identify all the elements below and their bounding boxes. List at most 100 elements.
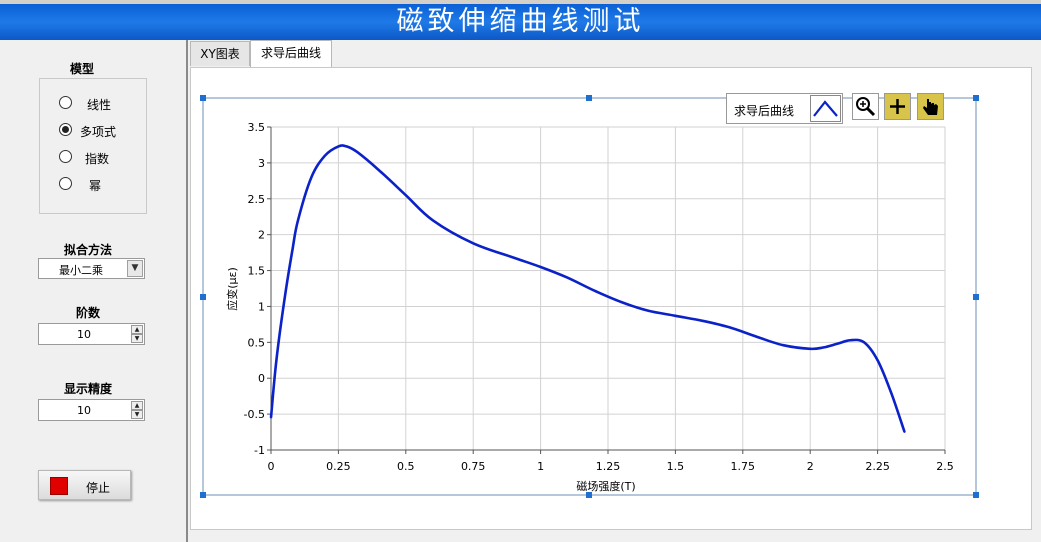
precision-increment-button[interactable]: ▲ <box>131 401 143 410</box>
tick-labels: 0 0.25 0.5 0.75 1 1.25 1.5 1.75 2 2.25 2.5 3.5 3 2.5 2… <box>244 121 954 473</box>
y-tick-label: 3 <box>258 157 265 170</box>
data-point <box>404 194 407 197</box>
selection-handle-bottom-right[interactable] <box>973 492 979 498</box>
order-decrement-button[interactable]: ▼ <box>131 334 143 343</box>
data-point <box>755 335 758 338</box>
data-point <box>890 391 892 394</box>
line-style-icon[interactable] <box>810 95 841 122</box>
data-point <box>324 154 326 157</box>
selection-handle-bottom-left[interactable] <box>200 492 206 498</box>
order-value: 10 <box>77 328 91 341</box>
tab-xy-chart[interactable]: XY图表 <box>190 41 250 66</box>
grid-lines <box>270 126 946 451</box>
data-point <box>822 346 825 349</box>
x-tick-label: 2.25 <box>865 460 890 473</box>
data-point <box>356 151 359 154</box>
y-tick-label: 1.5 <box>248 265 266 278</box>
data-point <box>728 326 731 329</box>
data-point <box>566 276 569 279</box>
radio-linear[interactable] <box>59 96 72 109</box>
data-point <box>701 319 704 322</box>
order-input[interactable]: 10 ▲ ▼ <box>38 323 145 345</box>
data-point <box>849 339 852 342</box>
y-tick-label: 2 <box>258 229 265 242</box>
stop-button[interactable]: 停止 <box>38 470 131 500</box>
x-axis-label: 磁场强度(T) <box>576 479 635 493</box>
top-edge <box>0 0 1041 4</box>
y-tick-label: 2.5 <box>248 193 266 206</box>
selection-handle-top-left[interactable] <box>200 95 206 101</box>
y-tick-label: 3.5 <box>248 121 266 134</box>
x-tick-label: 2.5 <box>936 460 954 473</box>
radio-polynomial[interactable] <box>59 123 72 136</box>
data-point <box>836 342 839 345</box>
data-point <box>291 248 294 250</box>
data-point <box>270 416 272 419</box>
x-tick-label: 2 <box>807 460 814 473</box>
x-tick-label: 0 <box>268 460 275 473</box>
pan-hand-icon[interactable] <box>917 93 944 120</box>
tab-derivative-curve[interactable]: 求导后曲线 <box>250 40 332 67</box>
order-increment-button[interactable]: ▲ <box>131 325 143 334</box>
selection-handle-left[interactable] <box>200 294 206 300</box>
data-point <box>647 309 650 312</box>
crosshair-icon[interactable] <box>884 93 911 120</box>
model-radio-group: 线性 多项式 指数 幂 <box>39 78 147 214</box>
data-point <box>283 298 286 301</box>
x-tick-label: 0.25 <box>326 460 351 473</box>
selection-handle-top[interactable] <box>586 95 592 101</box>
title-bar: 磁致伸缩曲线测试 <box>0 4 1041 40</box>
precision-decrement-button[interactable]: ▼ <box>131 410 143 419</box>
zoom-icon[interactable] <box>852 93 879 120</box>
data-point <box>431 219 434 222</box>
window-title: 磁致伸缩曲线测试 <box>396 6 645 37</box>
data-point <box>337 145 340 148</box>
data-point <box>863 341 866 344</box>
selection-handle-top-right[interactable] <box>973 95 979 101</box>
y-tick-label: 1 <box>258 300 265 313</box>
fit-method-dropdown[interactable]: 最小二乘 ▼ <box>38 258 145 279</box>
data-point <box>903 431 906 433</box>
model-label: 模型 <box>69 62 94 76</box>
data-point <box>876 359 879 362</box>
x-tick-label: 1 <box>537 460 544 473</box>
data-point <box>297 219 299 222</box>
radio-linear-label: 线性 <box>87 98 112 112</box>
control-panel: 模型 线性 多项式 指数 幂 拟合方法 最小二乘 ▼ 阶数 10 ▲ ▼ 显示精… <box>0 40 188 542</box>
y-axis-label: 应变(με) <box>225 267 239 311</box>
y-tick-label: 0.5 <box>248 336 266 349</box>
data-point <box>782 344 785 347</box>
stop-button-label: 停止 <box>86 481 111 495</box>
data-point <box>539 266 542 268</box>
radio-polynomial-label: 多项式 <box>80 125 117 139</box>
x-tick-label: 0.5 <box>397 460 415 473</box>
stop-led-icon <box>50 477 68 495</box>
selection-handle-right[interactable] <box>973 294 979 300</box>
plot-legend[interactable]: 求导后曲线 <box>726 93 843 124</box>
data-point <box>512 256 515 259</box>
fit-method-label: 拟合方法 <box>63 243 112 257</box>
data-point <box>593 289 596 292</box>
y-tick-label: -0.5 <box>244 408 265 421</box>
radio-exponential-label: 指数 <box>85 152 110 166</box>
y-tick-label: 0 <box>258 372 265 385</box>
chevron-down-icon[interactable]: ▼ <box>127 260 143 277</box>
data-point <box>345 145 348 148</box>
radio-exponential[interactable] <box>59 150 72 163</box>
radio-power-label: 幂 <box>89 179 102 193</box>
data-point <box>377 169 380 171</box>
x-tick-label: 0.75 <box>461 460 486 473</box>
x-tick-label: 1.5 <box>667 460 685 473</box>
data-point <box>472 242 475 245</box>
precision-label: 显示精度 <box>63 382 112 396</box>
selection-handle-bottom[interactable] <box>586 492 592 498</box>
x-tick-label: 1.75 <box>731 460 756 473</box>
series-points <box>270 145 906 433</box>
fit-method-value: 最小二乘 <box>59 264 103 277</box>
order-label: 阶数 <box>75 306 100 320</box>
x-tick-label: 1.25 <box>596 460 621 473</box>
precision-input[interactable]: 10 ▲ ▼ <box>38 399 145 421</box>
data-point <box>620 301 623 304</box>
radio-power[interactable] <box>59 177 72 190</box>
